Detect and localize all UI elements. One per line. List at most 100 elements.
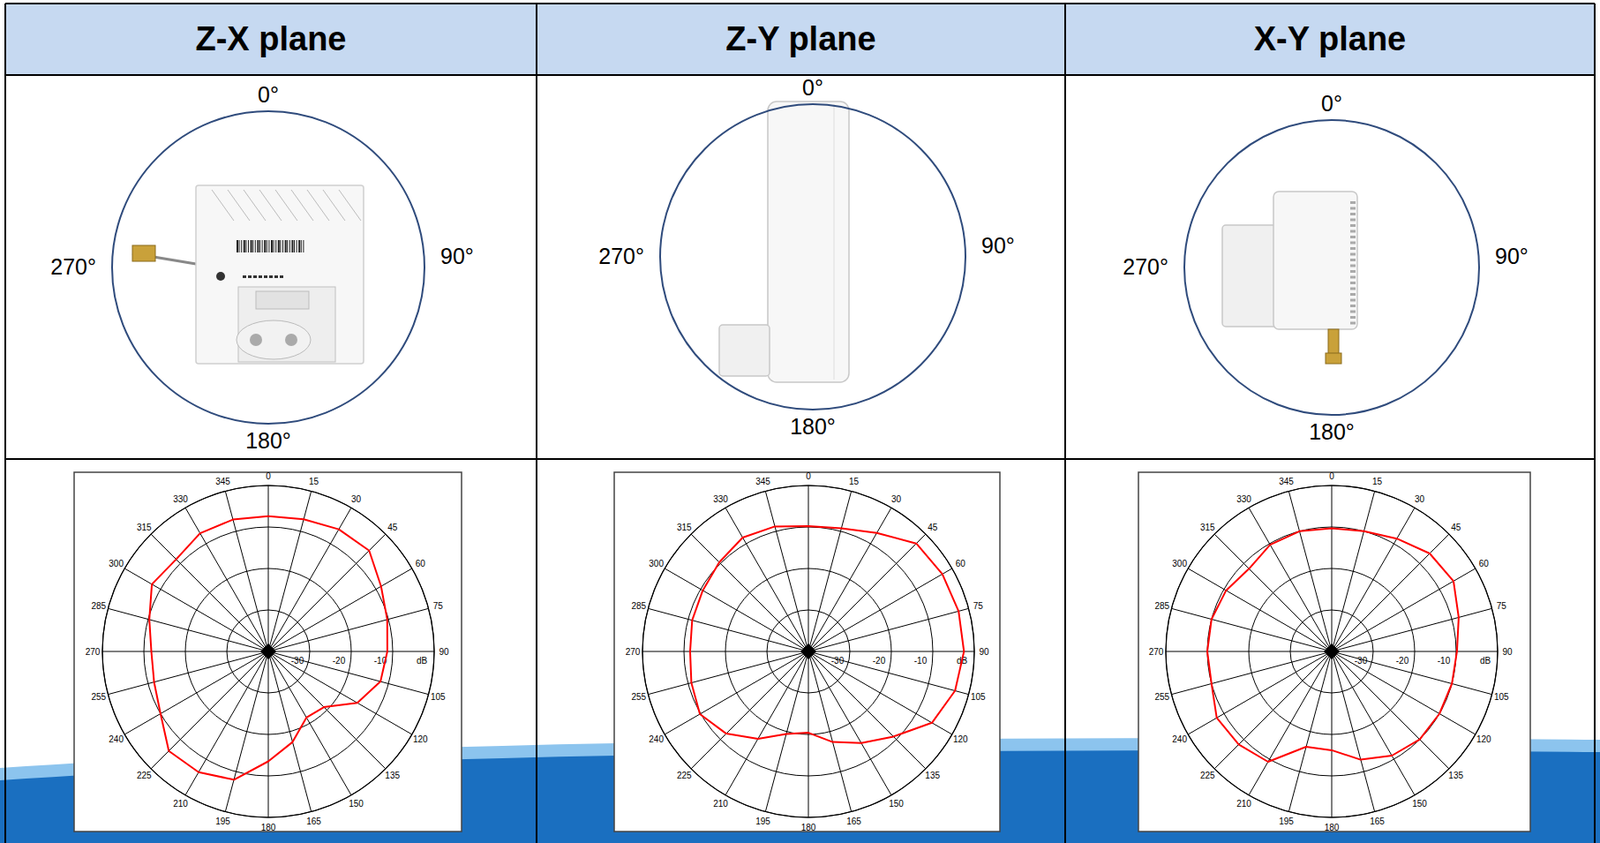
angle-label: 90° xyxy=(440,243,474,269)
device-body xyxy=(1273,191,1358,330)
barcode xyxy=(250,240,253,253)
data-group xyxy=(1207,527,1459,762)
device-view xyxy=(719,101,849,383)
barcode xyxy=(289,240,291,253)
radial-tick-label: -20 xyxy=(332,655,346,666)
chart-frame xyxy=(74,472,462,832)
chart-frame xyxy=(614,472,1000,832)
angle-tick-label: 225 xyxy=(1200,770,1216,781)
vent xyxy=(1350,315,1356,319)
vent xyxy=(1350,247,1356,250)
radial-tick-label: -20 xyxy=(1396,655,1410,666)
grid-spoke xyxy=(268,490,312,652)
header-cell xyxy=(5,3,537,76)
center-marker xyxy=(800,643,817,660)
angle-tick-label: 45 xyxy=(387,522,399,533)
angle-tick-label: 135 xyxy=(924,770,940,781)
angle-label: 0° xyxy=(257,82,279,107)
grid-spoke xyxy=(268,651,386,769)
barcode xyxy=(256,240,259,253)
angle-tick-label: 285 xyxy=(1154,600,1170,611)
barcode xyxy=(239,240,241,253)
radial-tick-label: -30 xyxy=(831,655,845,666)
grid-spoke xyxy=(808,651,926,769)
angle-tick-label: 15 xyxy=(308,476,320,487)
device-body xyxy=(767,101,849,383)
plug-top xyxy=(1222,225,1277,327)
grid-spoke xyxy=(268,651,352,796)
angle-label: 180° xyxy=(1308,419,1355,444)
barcode xyxy=(268,240,270,253)
pattern-curve xyxy=(149,516,388,781)
axis-circle xyxy=(1165,485,1498,818)
grid-spoke xyxy=(1248,651,1332,796)
header-cell xyxy=(536,3,1066,76)
barcode xyxy=(296,240,298,253)
grid-spoke xyxy=(691,533,809,652)
grid-spoke xyxy=(102,651,269,653)
connector xyxy=(132,245,156,262)
barcode xyxy=(302,240,304,253)
column-title: Z-X plane xyxy=(195,20,346,58)
angle-label: 0° xyxy=(802,75,824,100)
angle-tick-label: 45 xyxy=(1450,522,1462,533)
angle-tick-label: 75 xyxy=(433,600,444,611)
radial-tick-label: -10 xyxy=(914,655,928,666)
angle-tick-label: 255 xyxy=(630,691,647,702)
angle-tick-label: 225 xyxy=(676,770,692,781)
angle-tick-label: 270 xyxy=(625,646,641,657)
angle-tick-label: 30 xyxy=(1414,494,1426,504)
table-line xyxy=(5,74,1595,76)
grid-spoke xyxy=(808,568,953,652)
vent xyxy=(1350,218,1356,222)
barcode xyxy=(282,240,284,253)
angle-tick-label: 105 xyxy=(970,691,986,702)
grid-spoke xyxy=(268,608,429,652)
barcode xyxy=(298,240,301,253)
grid-spoke xyxy=(107,608,269,652)
angle-tick-label: 105 xyxy=(430,691,446,702)
hatch xyxy=(338,189,361,221)
data-group xyxy=(690,525,964,744)
barcode xyxy=(300,240,302,253)
leds xyxy=(247,275,252,278)
pattern-curve xyxy=(690,525,964,744)
angle-tick-label: 15 xyxy=(1372,476,1383,487)
axis-circle xyxy=(642,485,975,818)
vent xyxy=(1350,264,1356,268)
device-view xyxy=(132,185,364,364)
column-title: X-Y plane xyxy=(1254,20,1406,58)
label-plate xyxy=(255,291,309,309)
angle-tick-label: 195 xyxy=(755,816,771,827)
angle-tick-label: 255 xyxy=(90,691,106,702)
angle-tick-label: 285 xyxy=(630,600,647,611)
grid-spoke xyxy=(1214,533,1332,652)
angle-label: 270° xyxy=(1122,254,1169,279)
orientation-circle xyxy=(660,104,966,410)
grid-spoke xyxy=(1214,651,1332,769)
angle-tick-label: 270 xyxy=(1149,646,1165,657)
grid-spoke xyxy=(268,651,435,653)
angle-tick-label: 120 xyxy=(1476,734,1492,744)
grid-spoke xyxy=(664,568,809,652)
grid-spoke xyxy=(225,490,269,652)
vent xyxy=(1350,270,1356,273)
barcode xyxy=(285,240,287,253)
angle-tick-label: 240 xyxy=(648,734,664,744)
grid-spoke xyxy=(642,651,809,653)
angle-tick-label: 165 xyxy=(1369,816,1385,827)
angle-tick-label: 345 xyxy=(755,476,771,487)
angle-tick-label: 105 xyxy=(1494,691,1510,702)
barcode xyxy=(270,240,273,253)
grid-spoke xyxy=(1331,533,1450,652)
grid-spoke xyxy=(1171,651,1332,695)
grid-spoke xyxy=(268,651,413,735)
button xyxy=(216,271,226,281)
angle-tick-label: 210 xyxy=(172,798,188,809)
angle-label: 270° xyxy=(598,243,645,269)
angle-tick-label: 225 xyxy=(136,770,152,781)
angle-tick-label: 90 xyxy=(438,646,450,657)
leds xyxy=(274,275,278,278)
vent xyxy=(1350,304,1356,308)
grid-spoke xyxy=(1331,490,1375,652)
